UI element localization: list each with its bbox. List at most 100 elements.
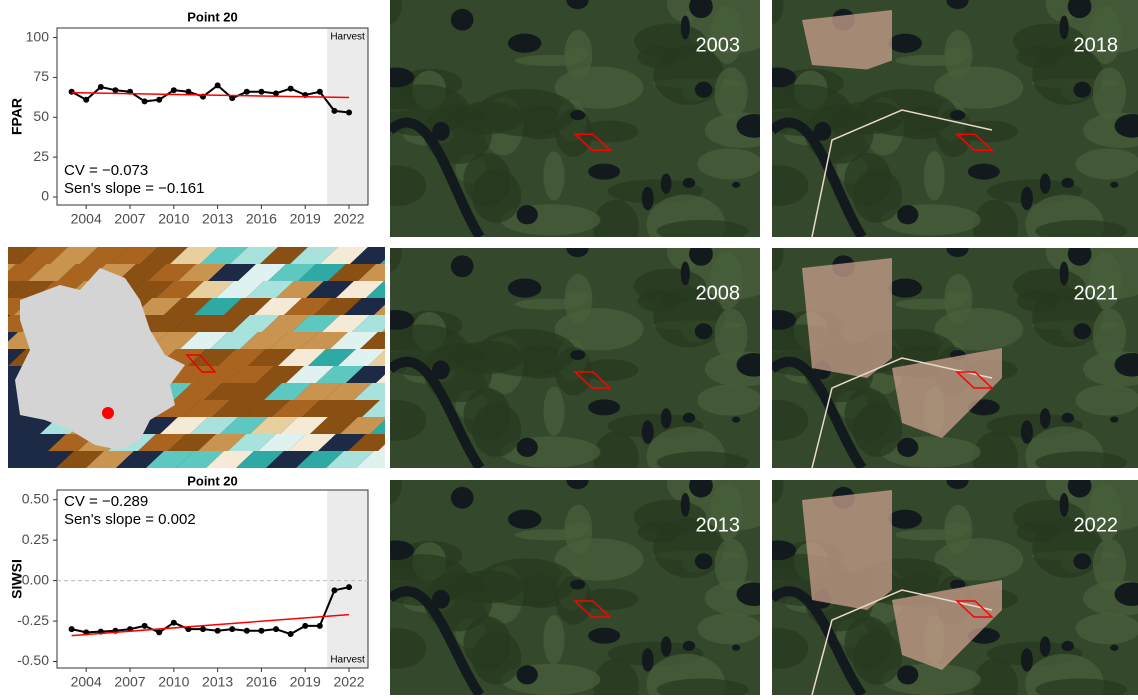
vegetation — [697, 613, 762, 644]
vegetation — [924, 151, 945, 200]
image-year: 2022 — [1074, 514, 1119, 536]
x-tick-label: 2016 — [246, 211, 277, 227]
lake — [681, 15, 690, 39]
lake — [695, 82, 713, 98]
data-point — [171, 620, 177, 626]
lake — [1110, 645, 1118, 651]
vegetation — [593, 200, 639, 255]
lake — [683, 178, 695, 188]
map-cell — [304, 468, 352, 485]
lake — [1073, 553, 1091, 569]
data-point — [171, 87, 177, 93]
lake — [897, 665, 918, 684]
chart-title: Point 20 — [187, 9, 238, 24]
data-point — [331, 587, 337, 593]
data-point — [69, 89, 75, 95]
vegetation — [637, 521, 680, 543]
vegetation — [564, 274, 592, 324]
chart-title: Point 20 — [187, 473, 238, 488]
lake — [760, 540, 796, 560]
image-year: 2013 — [696, 514, 741, 536]
lake — [695, 323, 713, 339]
annotation: CV = −0.289 — [64, 493, 148, 510]
harvest-shade — [327, 28, 368, 205]
image-year: 2003 — [696, 34, 741, 56]
lake — [1040, 408, 1051, 428]
map-cell — [94, 468, 142, 485]
lake — [661, 173, 672, 193]
data-point — [112, 87, 118, 93]
lake — [737, 582, 772, 606]
data-point — [317, 623, 323, 629]
lake — [1073, 323, 1091, 339]
vegetation — [593, 431, 639, 486]
vegetation — [944, 30, 972, 80]
lake — [689, 474, 713, 497]
lake — [1021, 420, 1033, 443]
lake — [588, 399, 620, 415]
lake — [642, 420, 654, 443]
vegetation — [697, 385, 762, 416]
lake — [566, 239, 588, 257]
vegetation — [715, 67, 748, 119]
data-point — [83, 97, 89, 103]
lake — [946, 471, 968, 489]
vegetation — [543, 387, 564, 436]
lake — [378, 68, 414, 88]
y-tick-label: 100 — [26, 28, 50, 44]
map-cell — [244, 468, 292, 485]
lake — [570, 110, 585, 120]
data-point — [273, 626, 279, 632]
vegetation — [657, 451, 749, 473]
lake — [508, 279, 542, 298]
data-point — [346, 584, 352, 590]
x-tick-label: 2022 — [333, 211, 364, 227]
data-point — [302, 623, 308, 629]
lake — [689, 242, 713, 265]
vegetation — [973, 200, 1019, 255]
lake — [1110, 416, 1118, 422]
data-point — [142, 623, 148, 629]
lake — [897, 205, 918, 224]
vegetation — [543, 151, 564, 200]
x-tick-label: 2019 — [290, 211, 321, 227]
image-year: 2018 — [1074, 34, 1119, 56]
data-point — [156, 629, 162, 635]
vegetation — [367, 628, 426, 669]
lake — [517, 205, 538, 224]
lake — [1021, 187, 1033, 210]
y-tick-label: 0.25 — [22, 531, 49, 547]
y-tick-label: 0 — [41, 188, 49, 204]
data-point — [200, 626, 206, 632]
data-point — [142, 98, 148, 104]
lake — [897, 438, 918, 457]
lake — [760, 68, 796, 88]
annotation: CV = −0.073 — [64, 162, 148, 179]
map-cell — [274, 468, 322, 485]
lake — [1040, 173, 1051, 193]
shade-label: Harvest — [330, 32, 365, 43]
vegetation — [715, 539, 748, 591]
lake — [732, 182, 740, 188]
x-tick-label: 2004 — [71, 674, 102, 690]
y-tick-label: -0.50 — [17, 652, 49, 668]
vegetation — [761, 465, 784, 503]
data-point — [317, 89, 323, 95]
point-marker — [102, 407, 114, 419]
data-point — [156, 97, 162, 103]
lake — [683, 413, 695, 423]
vegetation — [1093, 67, 1126, 119]
lake — [760, 310, 796, 330]
annotation: Sen's slope = 0.002 — [64, 511, 196, 528]
lake — [508, 34, 542, 53]
lake — [588, 628, 620, 644]
vegetation — [637, 46, 680, 68]
data-point — [288, 631, 294, 637]
y-tick-label: -0.25 — [17, 612, 49, 628]
vegetation — [564, 30, 592, 80]
map-cell — [0, 247, 8, 264]
data-point — [215, 82, 221, 88]
lake — [1060, 493, 1069, 517]
vegetation — [1093, 539, 1126, 591]
vegetation — [973, 431, 1019, 486]
